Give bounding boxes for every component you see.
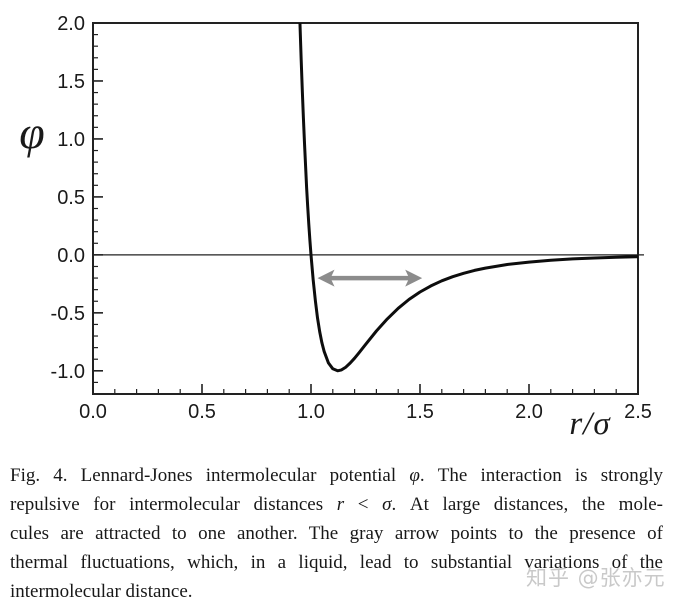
y-tick-label: 0.5 [57, 187, 85, 209]
y-tick-label: 0.0 [57, 245, 85, 267]
lj-potential-chart: 0.0 0.5 1.0 1.5 2.0 2.5 -1.0 -0.5 0.0 0.5 1.0 1.5 2.… [51, 13, 652, 423]
arrow-right-head-icon [405, 269, 423, 287]
caption-text: . The interaction is strongly [419, 465, 663, 486]
caption-text: . At large distances, the mole- [391, 494, 663, 515]
caption-text: repulsive for intermolecular distances [10, 494, 337, 515]
figure-caption: Fig. 4. Lennard-Jones intermolecular pot… [10, 461, 663, 606]
caption-text: Fig. 4. Lennard-Jones intermolecular pot… [10, 465, 410, 486]
x-tick-label: 2.0 [515, 401, 543, 423]
arrow-left-head-icon [317, 269, 335, 287]
caption-line: repulsive for intermolecular distances r… [10, 490, 663, 519]
x-axis-label: r/σ [569, 406, 611, 442]
y-tick-label: -0.5 [51, 303, 85, 325]
y-tick-label: -1.0 [51, 361, 85, 383]
caption-text: < [344, 494, 383, 515]
caption-math-symbol: σ [382, 494, 392, 515]
x-tick-label: 1.5 [406, 401, 434, 423]
y-tick-label: 2.0 [57, 13, 85, 35]
caption-line: cules are attracted to one another. The … [10, 519, 663, 548]
caption-text: thermal fluctuations, which, in a liquid… [10, 552, 663, 573]
caption-text: cules are attracted to one another. The … [10, 523, 663, 544]
x-tick-label: 0.5 [188, 401, 216, 423]
plot-box [92, 22, 639, 395]
x-tick-label: 0.0 [79, 401, 107, 423]
caption-math-symbol: φ [409, 465, 420, 486]
caption-math-symbol: r [336, 494, 345, 515]
lj-curve [298, 23, 638, 373]
y-tick-label: 1.0 [57, 129, 85, 151]
x-tick-label: 1.0 [297, 401, 325, 423]
caption-line: Fig. 4. Lennard-Jones intermolecular pot… [10, 461, 663, 490]
watermark: 知乎 @张亦元 [526, 566, 666, 590]
x-tick-label: 2.5 [624, 401, 652, 423]
caption-text: intermolecular distance. [10, 581, 193, 602]
y-axis-label: φ [19, 107, 45, 158]
y-tick-label: 1.5 [57, 71, 85, 93]
caption-line: thermal fluctuations, which, in a liquid… [10, 548, 663, 577]
caption-line: intermolecular distance. [10, 577, 663, 606]
